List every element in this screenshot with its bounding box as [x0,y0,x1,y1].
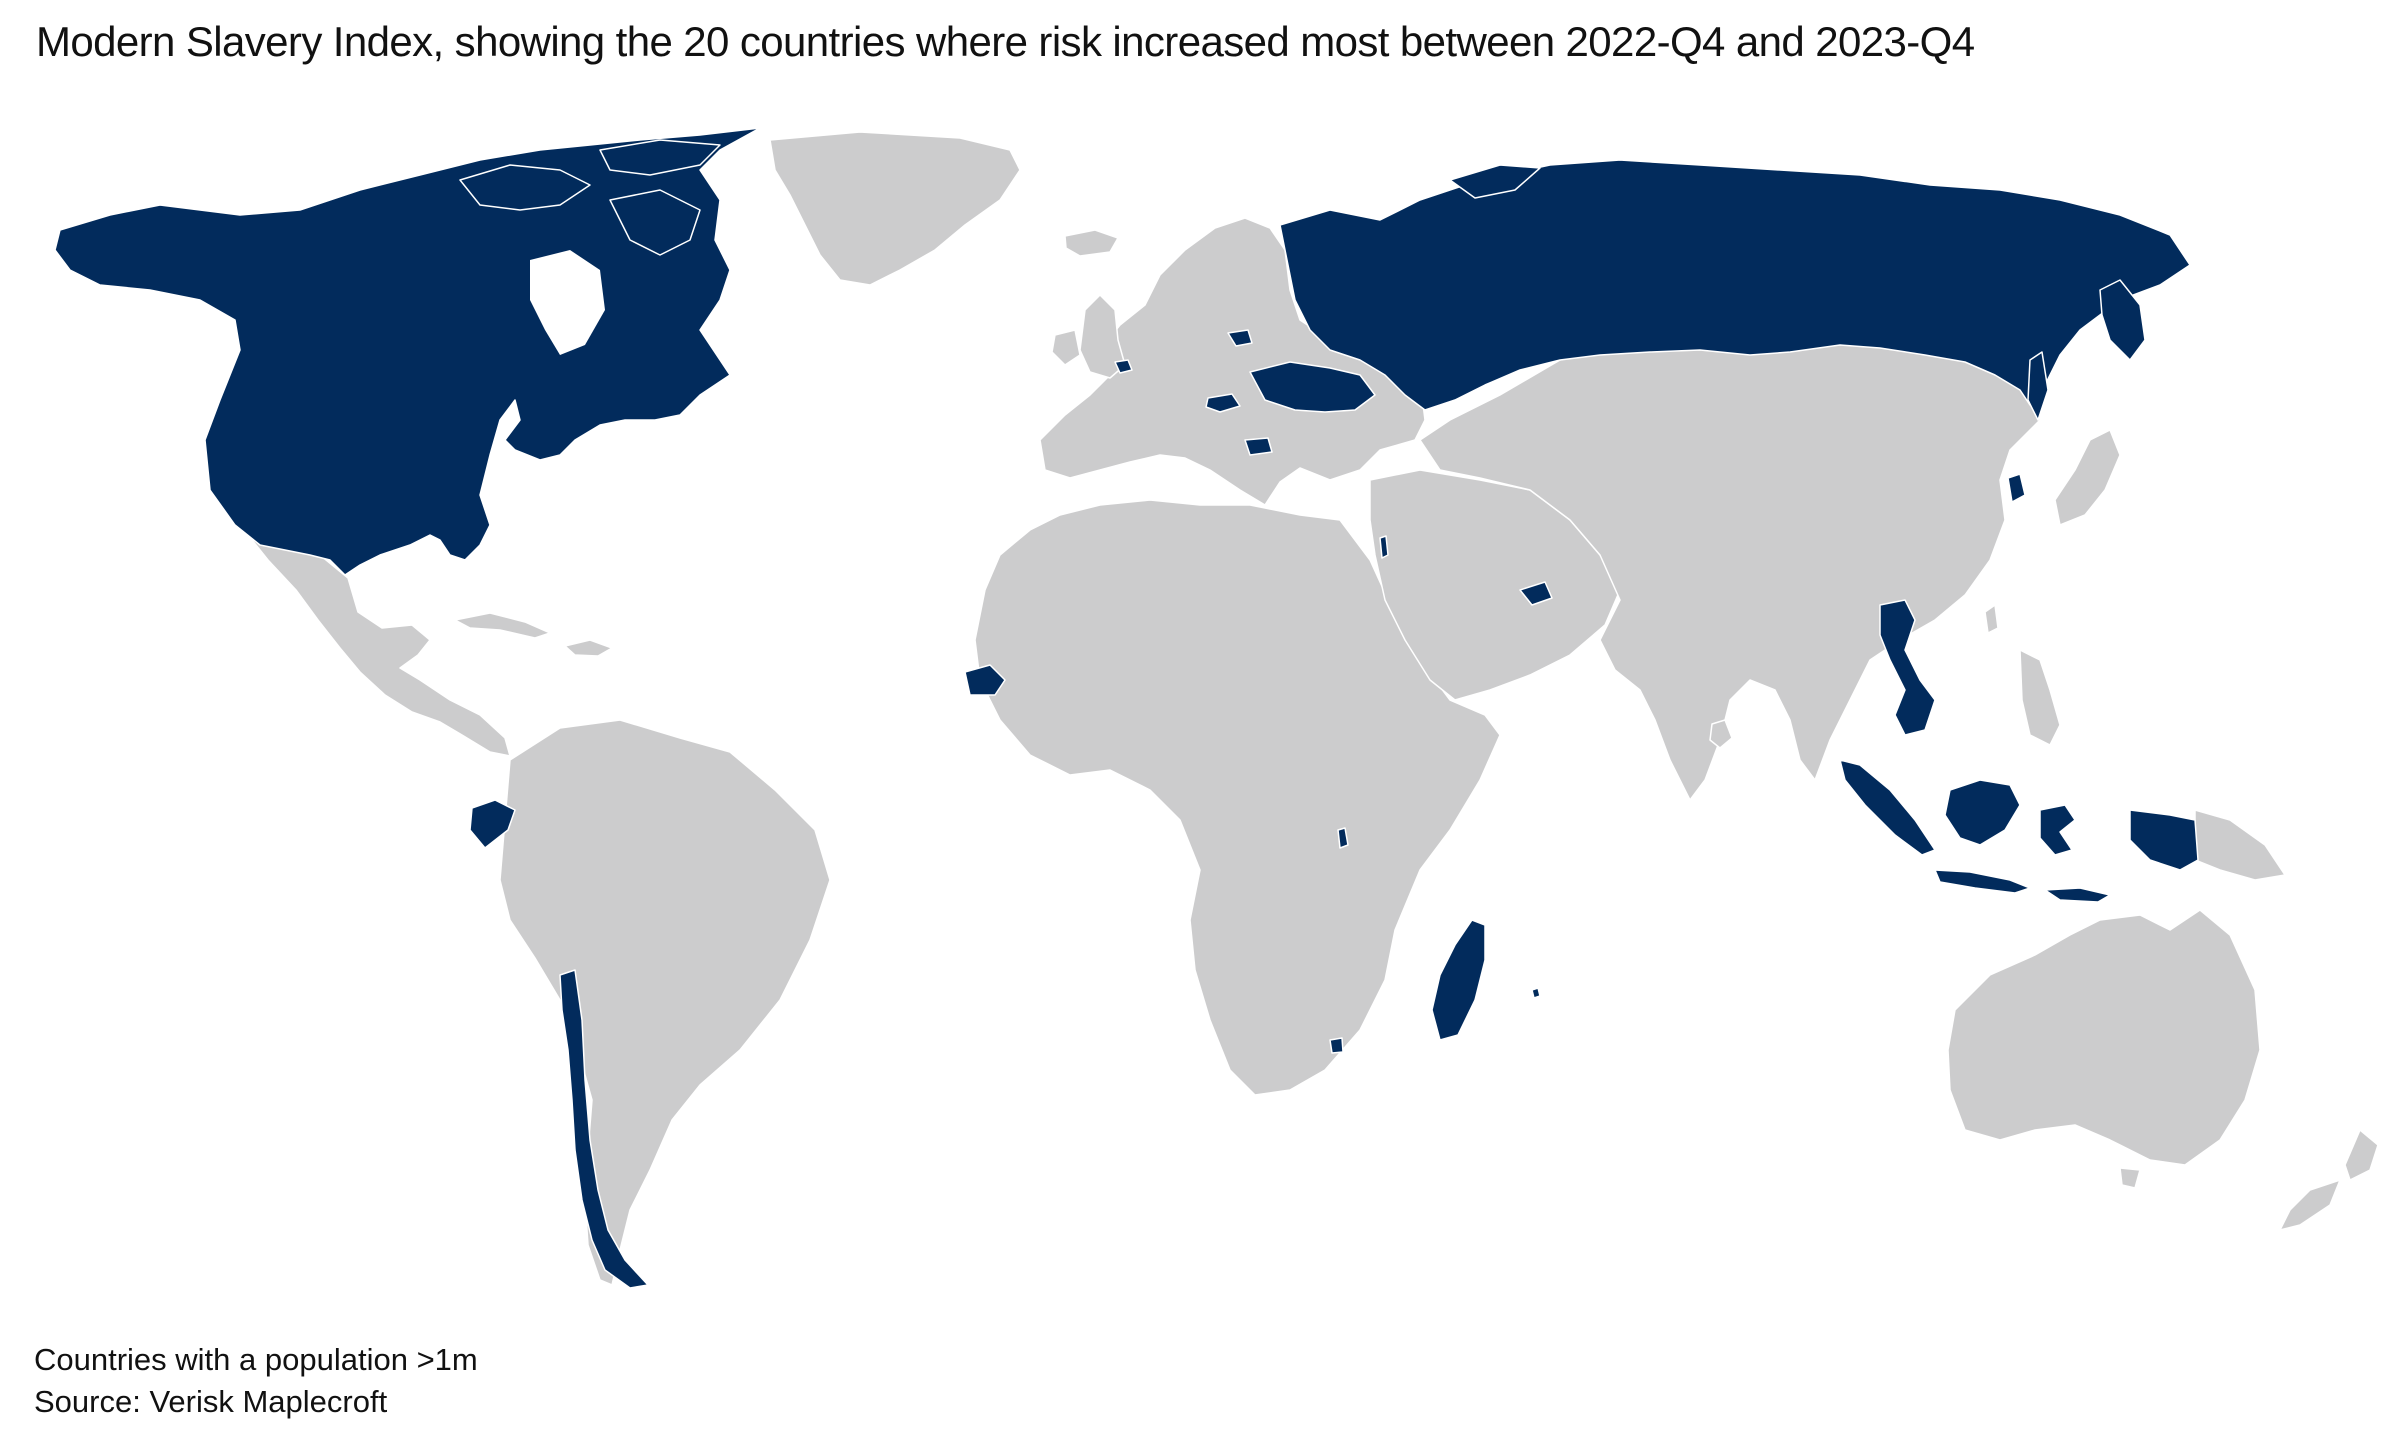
country-bulgaria [1244,437,1273,456]
country-indonesia-sulawesi [2039,804,2076,856]
country-indonesia-small-islands [2044,887,2111,903]
country-south-korea [2007,473,2026,503]
country-lithuania [1227,329,1253,347]
highlighted-countries [54,127,2199,1289]
country-ecuador [469,799,516,849]
source-footnote: Source: Verisk Maplecroft [34,1384,388,1419]
land-south-america [499,719,831,1286]
country-russia-sakhalin [2027,351,2049,421]
country-eswatini [1329,1037,1344,1054]
land-papua-new-guinea [2194,809,2286,881]
land-greenland [769,131,1021,286]
country-canada-usa [54,127,761,576]
country-israel [1379,535,1389,559]
base-land [239,131,2379,1286]
country-ukraine [1249,361,1376,413]
country-indonesia-java [1934,869,2031,894]
country-indonesia-borneo [1944,779,2021,846]
country-russia [1279,159,2191,411]
land-hispaniola [564,639,613,657]
country-uae [1519,581,1553,606]
country-mauritius [1531,987,1541,999]
land-philippines [2019,649,2061,746]
country-russia-kamchatka [2099,279,2146,361]
land-tasmania [2119,1167,2141,1189]
land-mexico-central-america [239,524,511,757]
land-new-zealand [2344,1129,2379,1181]
land-new-zealand-south [2279,1179,2341,1231]
water-hudson-bay [530,250,605,355]
land-japan [2054,429,2121,526]
country-belgium [1114,359,1133,374]
population-footnote: Countries with a population >1m [34,1342,478,1377]
country-burundi [1337,827,1349,849]
country-hungary [1205,393,1241,413]
land-iceland [1064,229,1119,257]
land-taiwan [1984,604,1999,634]
country-russia-novaya-zemlya [1449,164,1541,199]
land-cuba [454,612,551,639]
country-vietnam [1879,599,1936,736]
country-indonesia-papua [2129,809,2199,871]
country-canada-arctic-islands-1 [459,164,591,211]
country-chile [559,969,649,1289]
country-senegal [964,664,1006,696]
country-canada-baffin [609,189,701,256]
country-madagascar [1431,919,1486,1041]
land-ireland [1051,329,1081,366]
map-title: Modern Slavery Index, showing the 20 cou… [36,18,1975,65]
land-sri-lanka [1709,719,1733,749]
land-africa [974,499,1501,1096]
land-australia [1947,909,2261,1166]
country-indonesia-sumatra [1839,759,1936,856]
country-canada-arctic-islands-2 [599,139,721,176]
